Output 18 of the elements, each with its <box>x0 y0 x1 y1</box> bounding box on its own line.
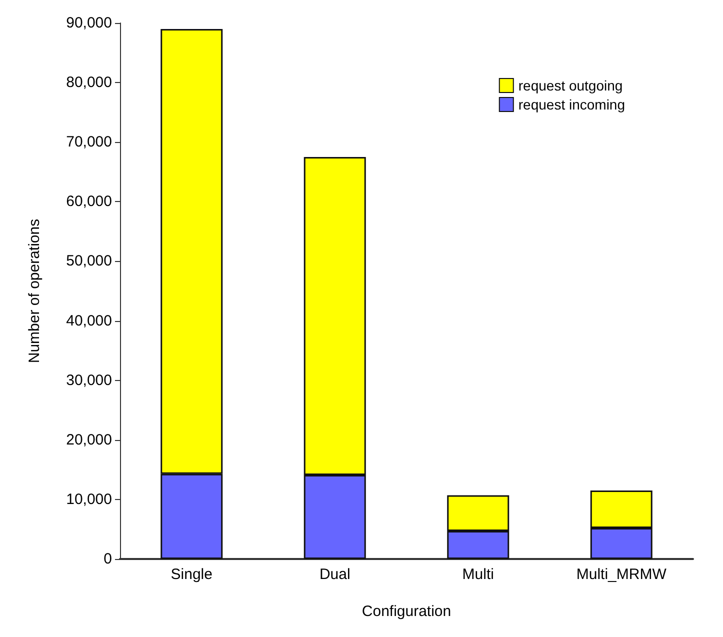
x-tick-label: Multi <box>462 566 494 583</box>
x-tick-label: Multi_MRMW <box>576 566 668 583</box>
y-tick-label: 40,000 <box>66 312 112 330</box>
legend-label: request incoming <box>518 96 626 112</box>
y-tick-label: 20,000 <box>66 431 112 448</box>
y-axis-title: Number of operations <box>26 218 43 364</box>
x-tick-label: Dual <box>319 566 350 583</box>
y-tick-label: 80,000 <box>66 74 112 92</box>
y-tick-label: 50,000 <box>66 252 112 270</box>
y-tick-label: 0 <box>104 550 112 568</box>
x-tick-label: Single <box>170 566 212 583</box>
y-tick-label: 90,000 <box>66 14 112 32</box>
legend-label: request outgoing <box>518 78 623 94</box>
y-tick-label: 30,000 <box>66 372 112 389</box>
y-tick-label: 10,000 <box>66 490 112 508</box>
y-tick-label: 60,000 <box>66 193 112 210</box>
x-axis-title: Configuration <box>362 603 452 620</box>
y-tick-label: 70,000 <box>66 134 112 151</box>
